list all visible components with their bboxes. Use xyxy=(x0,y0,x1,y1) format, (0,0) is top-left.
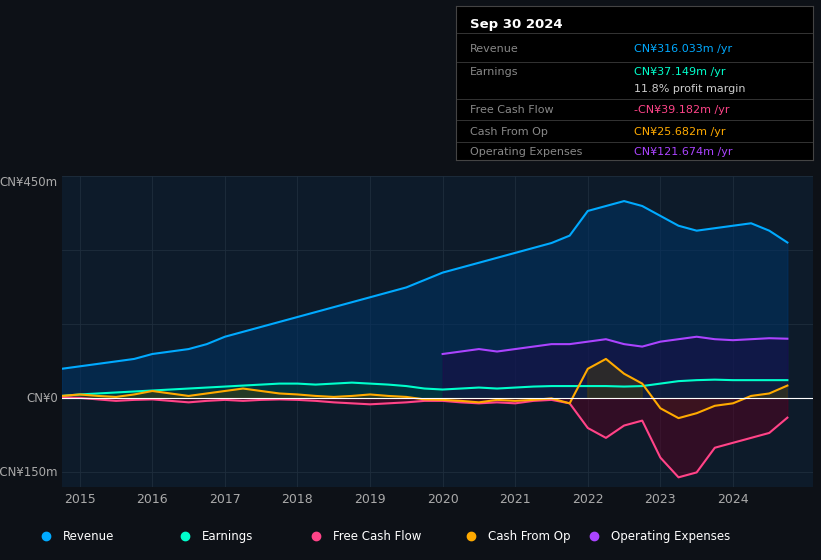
Text: Earnings: Earnings xyxy=(470,67,518,77)
Text: CN¥316.033m /yr: CN¥316.033m /yr xyxy=(635,44,732,54)
Text: Sep 30 2024: Sep 30 2024 xyxy=(470,18,562,31)
Text: -CN¥39.182m /yr: -CN¥39.182m /yr xyxy=(635,105,730,115)
Text: CN¥25.682m /yr: CN¥25.682m /yr xyxy=(635,127,726,137)
Text: Free Cash Flow: Free Cash Flow xyxy=(333,530,422,543)
Text: Revenue: Revenue xyxy=(470,44,519,54)
Text: Operating Expenses: Operating Expenses xyxy=(470,147,582,157)
Text: Revenue: Revenue xyxy=(63,530,115,543)
Text: Cash From Op: Cash From Op xyxy=(488,530,570,543)
Text: Cash From Op: Cash From Op xyxy=(470,127,548,137)
Text: Earnings: Earnings xyxy=(202,530,254,543)
Text: CN¥0: CN¥0 xyxy=(26,392,57,405)
Text: Operating Expenses: Operating Expenses xyxy=(611,530,731,543)
Text: -CN¥150m: -CN¥150m xyxy=(0,466,57,479)
Text: CN¥37.149m /yr: CN¥37.149m /yr xyxy=(635,67,726,77)
Text: Free Cash Flow: Free Cash Flow xyxy=(470,105,553,115)
Text: CN¥121.674m /yr: CN¥121.674m /yr xyxy=(635,147,732,157)
Text: CN¥450m: CN¥450m xyxy=(0,176,57,189)
Text: 11.8% profit margin: 11.8% profit margin xyxy=(635,84,745,94)
